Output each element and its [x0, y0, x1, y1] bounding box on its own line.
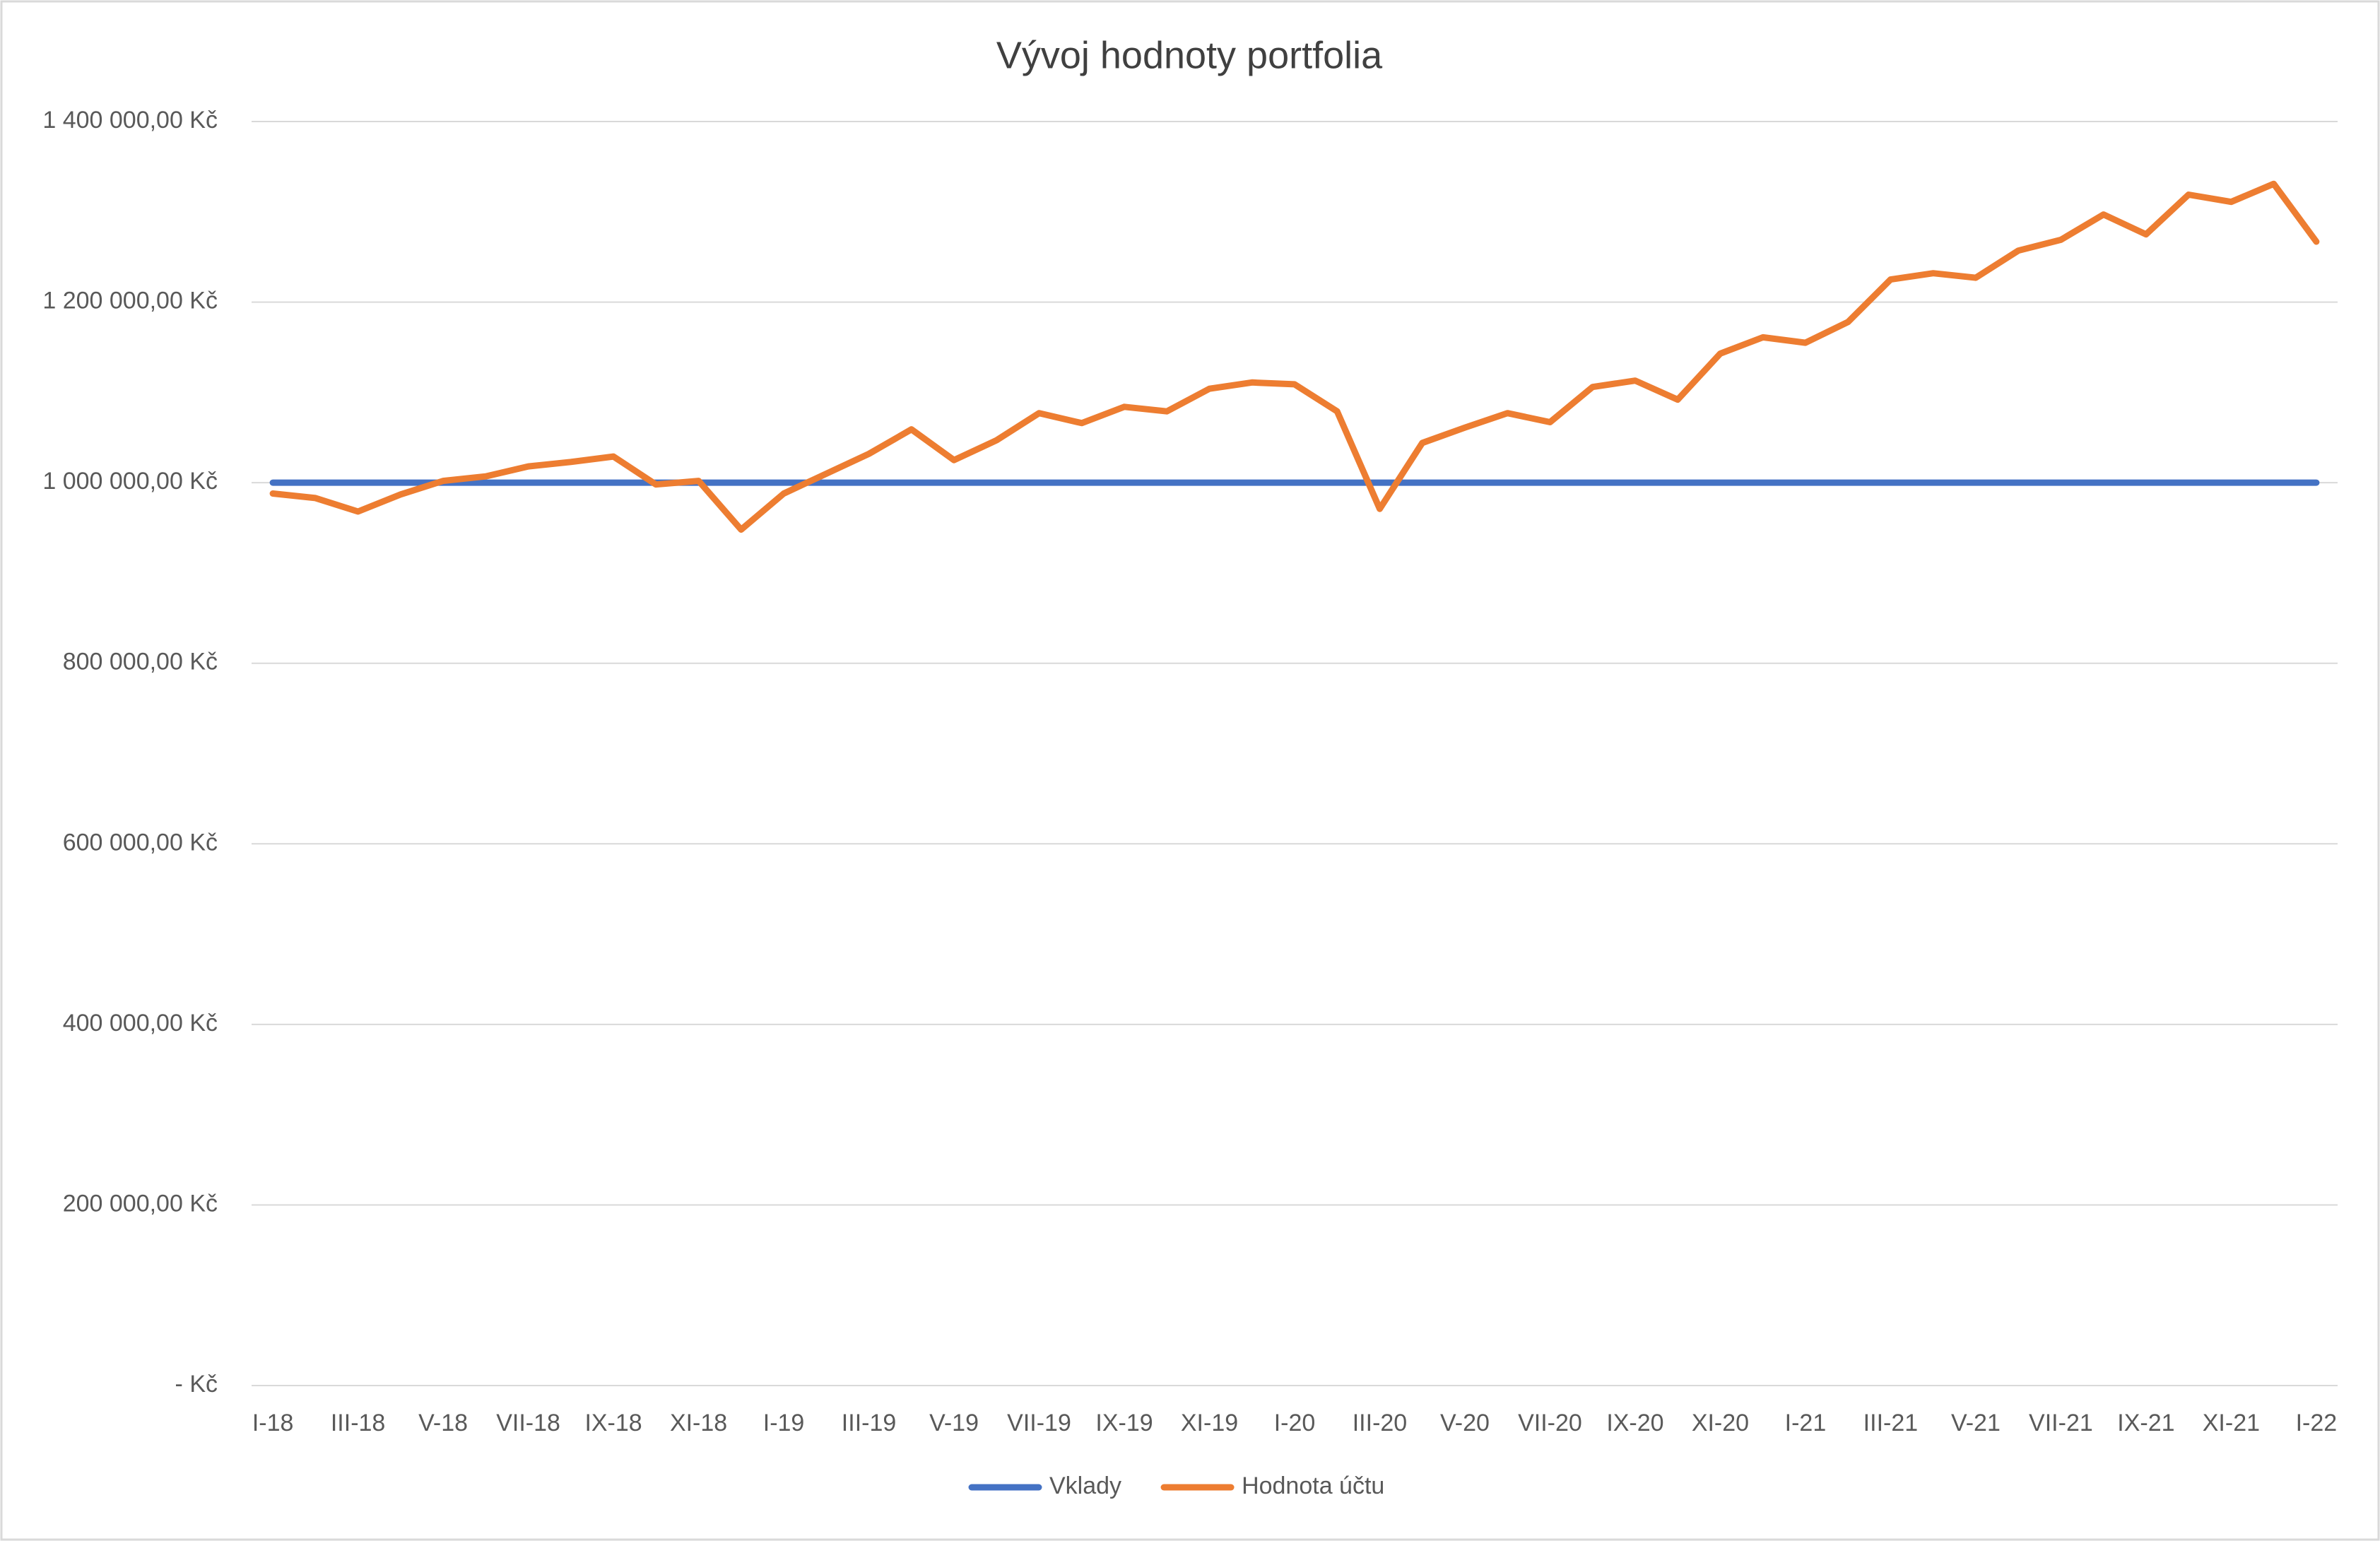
x-tick-label: V-18	[418, 1410, 468, 1436]
x-tick-label: XI-21	[2203, 1410, 2260, 1436]
x-tick-label: VII-21	[2029, 1410, 2093, 1436]
y-tick-label: 400 000,00 Kč	[63, 1010, 218, 1037]
x-tick-label: XI-20	[1692, 1410, 1749, 1436]
x-tick-label: IX-19	[1095, 1410, 1153, 1436]
x-tick-label: XI-18	[670, 1410, 727, 1436]
x-tick-label: V-19	[929, 1410, 979, 1436]
x-tick-label: XI-19	[1181, 1410, 1238, 1436]
x-tick-label: III-19	[842, 1410, 896, 1436]
x-tick-label: VII-20	[1518, 1410, 1582, 1436]
x-tick-label: I-21	[1785, 1410, 1827, 1436]
y-tick-label: 1 000 000,00 Kč	[42, 468, 218, 495]
y-tick-label: 800 000,00 Kč	[63, 649, 218, 675]
x-tick-label: I-19	[763, 1410, 805, 1436]
legend-entry: Vklady	[1049, 1472, 1121, 1499]
x-tick-label: I-20	[1274, 1410, 1316, 1436]
y-tick-label: 1 200 000,00 Kč	[42, 288, 218, 314]
x-tick-label: VII-18	[496, 1410, 560, 1436]
y-tick-label: 600 000,00 Kč	[63, 829, 218, 856]
y-tick-label: - Kč	[175, 1371, 218, 1398]
x-tick-label: I-22	[2296, 1410, 2338, 1436]
x-tick-label: IX-18	[584, 1410, 642, 1436]
x-tick-label: I-18	[252, 1410, 294, 1436]
legend-entry: Hodnota účtu	[1242, 1472, 1384, 1499]
y-tick-label: 200 000,00 Kč	[63, 1190, 218, 1217]
x-tick-label: IX-21	[2117, 1410, 2174, 1436]
x-tick-label: V-20	[1440, 1410, 1490, 1436]
x-tick-label: VII-19	[1007, 1410, 1071, 1436]
y-tick-label: 1 400 000,00 Kč	[42, 107, 218, 134]
x-tick-label: III-18	[331, 1410, 385, 1436]
x-tick-label: III-20	[1353, 1410, 1407, 1436]
chart-title: Vývoj hodnoty portfolia	[996, 34, 1383, 76]
data-line	[269, 180, 2320, 533]
x-tick-label: III-21	[1863, 1410, 1918, 1436]
x-tick-label: IX-20	[1606, 1410, 1663, 1436]
x-tick-label: V-21	[1951, 1410, 2001, 1436]
